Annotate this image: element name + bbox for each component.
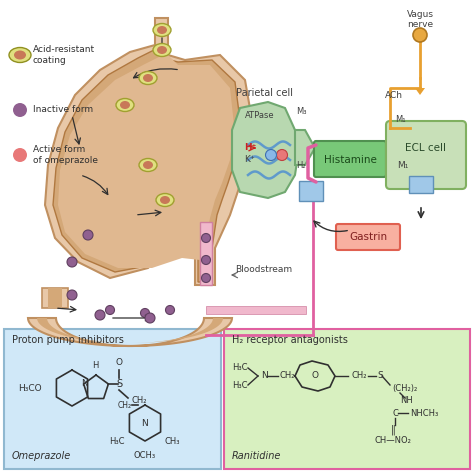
Polygon shape: [28, 318, 232, 346]
Text: H₂ receptor antagonists: H₂ receptor antagonists: [232, 335, 348, 345]
Text: ‖: ‖: [391, 425, 395, 435]
Ellipse shape: [153, 44, 171, 56]
Polygon shape: [37, 318, 223, 343]
Text: H: H: [92, 361, 98, 370]
Polygon shape: [415, 88, 425, 95]
FancyArrow shape: [206, 306, 306, 314]
Text: N: N: [261, 371, 268, 380]
Text: NHCH₃: NHCH₃: [410, 409, 438, 418]
Ellipse shape: [116, 98, 134, 112]
Ellipse shape: [143, 74, 153, 82]
Text: H₃CO: H₃CO: [18, 384, 42, 393]
Text: Parietal cell: Parietal cell: [237, 88, 293, 98]
Ellipse shape: [143, 161, 153, 169]
Text: CH₂: CH₂: [280, 371, 295, 380]
Text: ATPase: ATPase: [245, 111, 274, 120]
Circle shape: [145, 313, 155, 323]
Text: Active form
of omeprazole: Active form of omeprazole: [33, 145, 98, 165]
FancyBboxPatch shape: [409, 176, 433, 193]
Text: N: N: [82, 378, 88, 387]
Polygon shape: [42, 288, 68, 308]
Polygon shape: [200, 222, 212, 285]
Text: M₁: M₁: [397, 160, 409, 169]
Text: N: N: [142, 419, 148, 428]
Ellipse shape: [157, 26, 167, 34]
Text: Proton pump inhibitors: Proton pump inhibitors: [12, 335, 124, 345]
Text: CH₃: CH₃: [165, 437, 181, 446]
Ellipse shape: [153, 24, 171, 36]
Circle shape: [106, 306, 115, 315]
Circle shape: [201, 234, 210, 243]
Ellipse shape: [139, 158, 157, 172]
Ellipse shape: [120, 101, 130, 109]
Text: Inactive form: Inactive form: [33, 105, 93, 114]
Circle shape: [165, 306, 174, 315]
PathPatch shape: [58, 50, 234, 280]
PathPatch shape: [232, 102, 298, 198]
Text: O: O: [116, 358, 122, 367]
Circle shape: [95, 310, 105, 320]
Text: CH—NO₂: CH—NO₂: [374, 436, 411, 445]
Text: Ranitidine: Ranitidine: [232, 451, 282, 461]
Text: O: O: [311, 371, 319, 380]
Circle shape: [67, 257, 77, 267]
FancyBboxPatch shape: [299, 181, 323, 201]
Ellipse shape: [9, 47, 31, 62]
Text: M₁: M₁: [395, 115, 406, 124]
Circle shape: [265, 149, 276, 160]
FancyBboxPatch shape: [386, 121, 466, 189]
Ellipse shape: [160, 196, 170, 204]
Circle shape: [201, 273, 210, 282]
Text: M₃: M₃: [296, 107, 307, 116]
Text: (CH₂)₂: (CH₂)₂: [392, 384, 417, 393]
Text: H₂: H₂: [296, 160, 306, 169]
Text: C: C: [392, 409, 398, 418]
Text: ECL cell: ECL cell: [405, 143, 447, 153]
Circle shape: [67, 290, 77, 300]
Text: H₃C: H₃C: [109, 437, 125, 446]
Text: ACh: ACh: [385, 91, 403, 100]
Ellipse shape: [14, 51, 26, 60]
FancyBboxPatch shape: [224, 329, 470, 469]
Circle shape: [13, 103, 27, 117]
PathPatch shape: [53, 45, 240, 282]
Text: H₃C: H₃C: [233, 380, 248, 389]
Text: Histamine: Histamine: [324, 155, 376, 165]
Circle shape: [83, 230, 93, 240]
FancyBboxPatch shape: [336, 224, 400, 250]
Text: Acid-resistant
coating: Acid-resistant coating: [33, 45, 95, 65]
Text: Gastrin: Gastrin: [349, 232, 387, 242]
PathPatch shape: [295, 130, 315, 165]
Text: S: S: [377, 371, 383, 380]
Text: K⁺: K⁺: [244, 156, 255, 165]
Text: S: S: [116, 379, 122, 389]
Circle shape: [413, 28, 427, 42]
Text: NH: NH: [400, 395, 413, 404]
Circle shape: [201, 255, 210, 264]
FancyBboxPatch shape: [314, 141, 386, 177]
FancyBboxPatch shape: [4, 329, 221, 469]
Text: OCH₃: OCH₃: [134, 451, 156, 460]
Text: Omeprazole: Omeprazole: [12, 451, 71, 461]
Text: H₃C: H₃C: [233, 363, 248, 373]
Text: CH₂: CH₂: [118, 401, 132, 410]
Polygon shape: [48, 288, 62, 308]
Ellipse shape: [156, 193, 174, 207]
Text: Vagus
nerve: Vagus nerve: [407, 10, 434, 29]
Ellipse shape: [157, 46, 167, 54]
Text: Bloodstream: Bloodstream: [235, 265, 292, 274]
Circle shape: [13, 148, 27, 162]
Ellipse shape: [139, 71, 157, 85]
Text: CH₂: CH₂: [132, 395, 147, 404]
Circle shape: [140, 308, 149, 317]
Text: CH₂: CH₂: [352, 371, 367, 380]
PathPatch shape: [45, 18, 252, 285]
Circle shape: [276, 149, 288, 160]
Text: H⁺: H⁺: [244, 143, 256, 152]
